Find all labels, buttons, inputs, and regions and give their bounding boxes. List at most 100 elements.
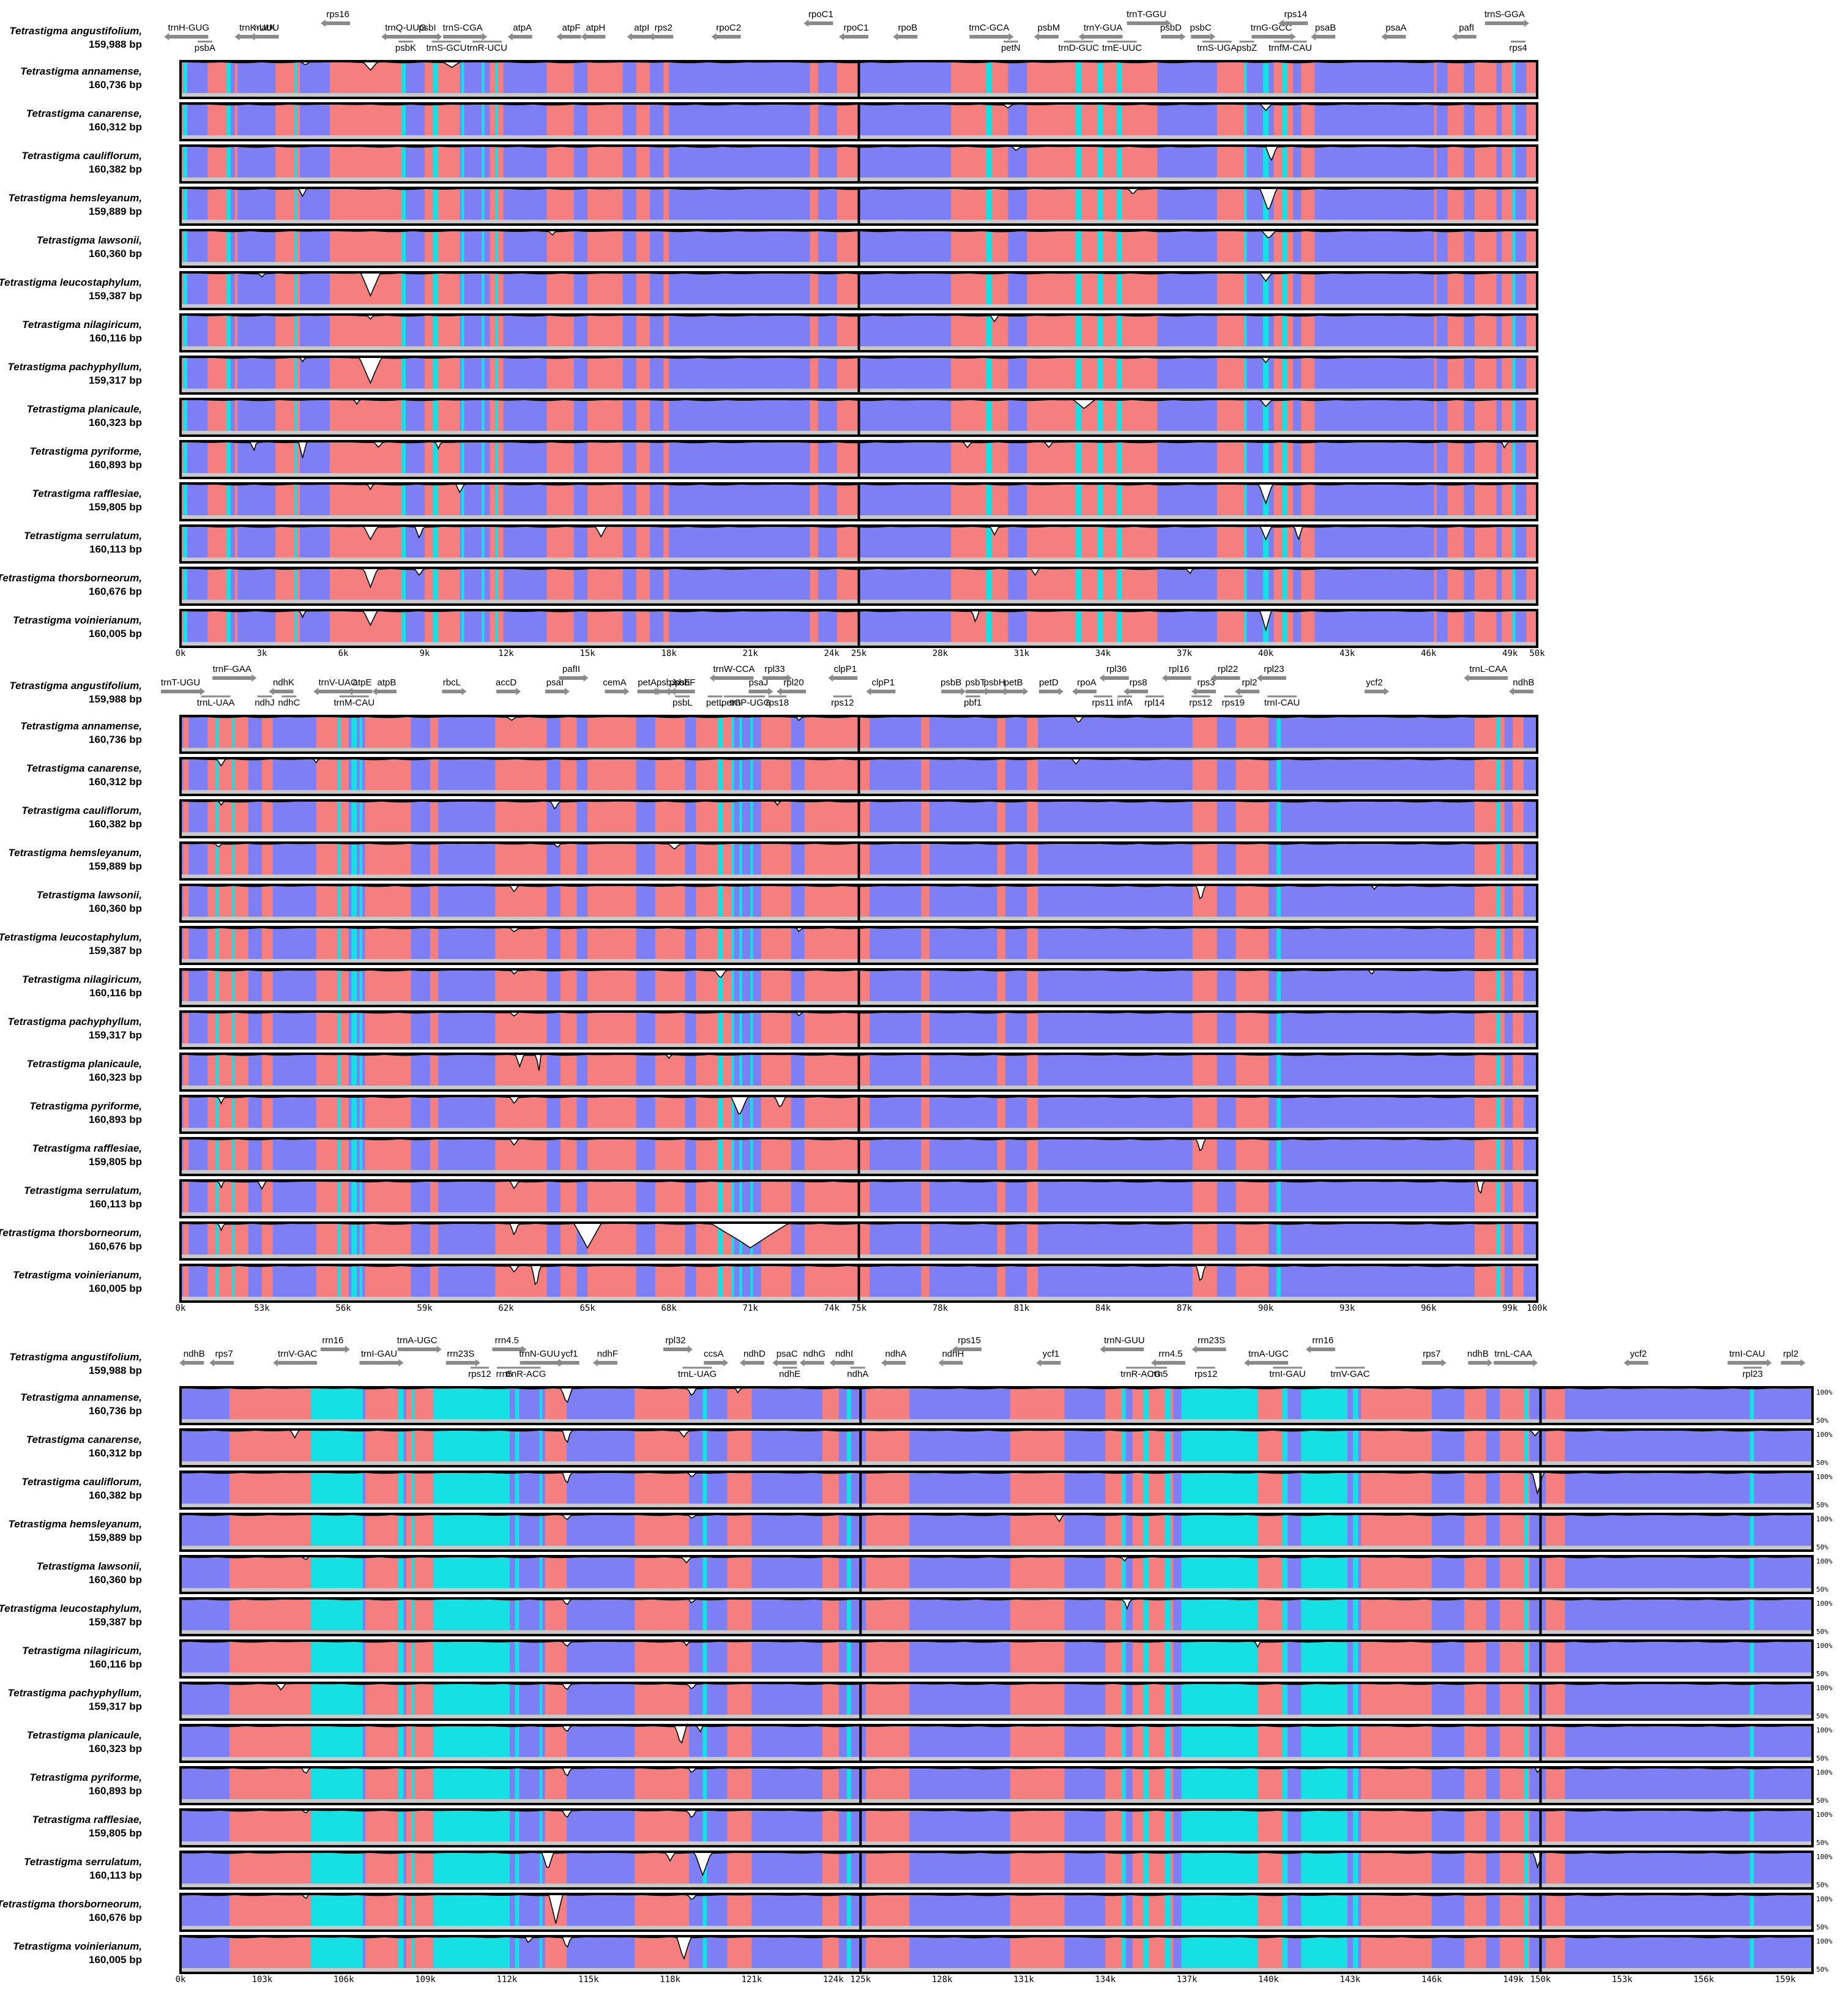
- utr-region: [515, 1556, 520, 1593]
- utr-region: [1097, 610, 1103, 647]
- cns-region: [545, 1683, 567, 1720]
- species-length: 160,382 bp: [89, 818, 142, 830]
- cns-region: [207, 146, 229, 182]
- cns-region: [365, 1514, 398, 1551]
- utr-region: [739, 716, 742, 753]
- utr-region: [1143, 1387, 1149, 1424]
- cns-region: [866, 1725, 910, 1762]
- cns-region: [1475, 357, 1497, 393]
- cns-region: [425, 526, 460, 562]
- gene-arrowhead: [1244, 1359, 1249, 1366]
- cns-region: [1434, 272, 1437, 309]
- species-name: Tetrastigma serrulatum,: [24, 1185, 142, 1196]
- utr-region: [1524, 1936, 1529, 1973]
- species-length: 160,382 bp: [89, 1489, 142, 1501]
- cns-region: [636, 61, 650, 98]
- gene-arrowhead: [1441, 1359, 1447, 1366]
- gene-label: ycf2: [1630, 1349, 1647, 1359]
- cns-region: [866, 1472, 910, 1508]
- utr-region: [433, 610, 439, 647]
- cns-region: [1105, 1430, 1122, 1466]
- cns-region: [837, 272, 859, 309]
- utr-region: [717, 885, 723, 922]
- gene-arrowhead: [269, 688, 274, 695]
- cns-region: [425, 272, 460, 309]
- cns-region: [1464, 1767, 1486, 1804]
- cns-region: [635, 1852, 690, 1888]
- utr-region: [750, 1180, 753, 1217]
- gene-label: rrn5: [1152, 1369, 1168, 1379]
- species-length: 160,676 bp: [89, 1912, 142, 1923]
- gene-label: rrn16: [322, 1335, 343, 1346]
- cns-region: [1464, 1430, 1486, 1466]
- cns-region: [229, 1598, 311, 1635]
- utr-region: [1352, 1936, 1358, 1973]
- cns-region: [316, 885, 349, 922]
- utr-region: [482, 526, 485, 562]
- cns-region: [1216, 483, 1247, 520]
- utr-region: [226, 146, 231, 182]
- cns-region: [810, 61, 818, 98]
- cns-region: [810, 483, 818, 520]
- cns-region: [1105, 1810, 1122, 1846]
- gene-arrowhead: [1023, 688, 1029, 695]
- gene-label: psbF: [675, 677, 695, 688]
- cns-region: [262, 1054, 273, 1090]
- utr-region: [539, 1894, 543, 1931]
- gene-arrowhead: [1256, 674, 1262, 682]
- utr-region: [1282, 1683, 1288, 1720]
- utr-region: [986, 441, 992, 478]
- species-length: 159,317 bp: [89, 375, 142, 386]
- cns-region: [636, 230, 650, 267]
- species-name: Tetrastigma thorsborneorum,: [0, 572, 142, 584]
- utr-region: [351, 969, 357, 1006]
- species-track: Tetrastigma thorsborneorum,160,676 bp100…: [0, 1893, 1833, 1932]
- utr-region: [359, 758, 363, 795]
- species-name: Tetrastigma rafflesiae,: [32, 1143, 142, 1154]
- gene-arrowhead: [961, 688, 966, 695]
- cns-region: [183, 800, 189, 837]
- gene-label: rpl36: [1106, 664, 1127, 674]
- species-track: Tetrastigma cauliflorum,160,382 bp: [21, 799, 1538, 838]
- species-length: 160,116 bp: [89, 987, 142, 999]
- cns-region: [1027, 610, 1158, 647]
- utr-region: [717, 716, 723, 753]
- utr-region: [183, 188, 188, 225]
- cns-region: [1502, 146, 1513, 182]
- cns-region: [183, 969, 189, 1006]
- x-tick-label: 3k: [257, 649, 267, 658]
- utr-region: [433, 1852, 510, 1888]
- gene-arrowhead: [709, 674, 715, 682]
- utr-region: [539, 1767, 543, 1804]
- utr-region: [1143, 1641, 1149, 1677]
- utr-region: [1352, 1598, 1358, 1635]
- cns-region: [229, 1556, 311, 1593]
- cns-region: [1464, 1683, 1486, 1720]
- utr-region: [1282, 357, 1288, 393]
- utr-region: [702, 1683, 707, 1720]
- baseline-strip: [181, 1546, 1813, 1551]
- baseline-strip: [181, 1630, 1813, 1635]
- gene-arrowhead: [1305, 1346, 1311, 1353]
- species-name: Tetrastigma voinierianum,: [13, 1940, 142, 1952]
- y-label-100: 100%: [1816, 1684, 1833, 1692]
- utr-region: [847, 1725, 851, 1762]
- cns-region: [1361, 1725, 1432, 1762]
- cns-region: [1235, 1180, 1269, 1217]
- cns-region: [655, 1265, 685, 1302]
- utr-region: [1513, 483, 1516, 520]
- cns-region: [1502, 568, 1513, 605]
- utr-region: [1301, 1514, 1347, 1551]
- cns-region: [635, 1472, 690, 1508]
- utr-region: [495, 526, 498, 562]
- cns-region: [316, 1012, 349, 1048]
- gene-arrowhead: [1123, 688, 1129, 695]
- utr-region: [433, 1767, 510, 1804]
- cns-region: [183, 1138, 189, 1175]
- cns-region: [1475, 483, 1497, 520]
- cns-region: [234, 526, 238, 562]
- cns-region: [1027, 568, 1158, 605]
- cns-region: [1027, 357, 1158, 393]
- utr-region: [183, 230, 188, 267]
- x-tick-label: 56k: [335, 1303, 351, 1313]
